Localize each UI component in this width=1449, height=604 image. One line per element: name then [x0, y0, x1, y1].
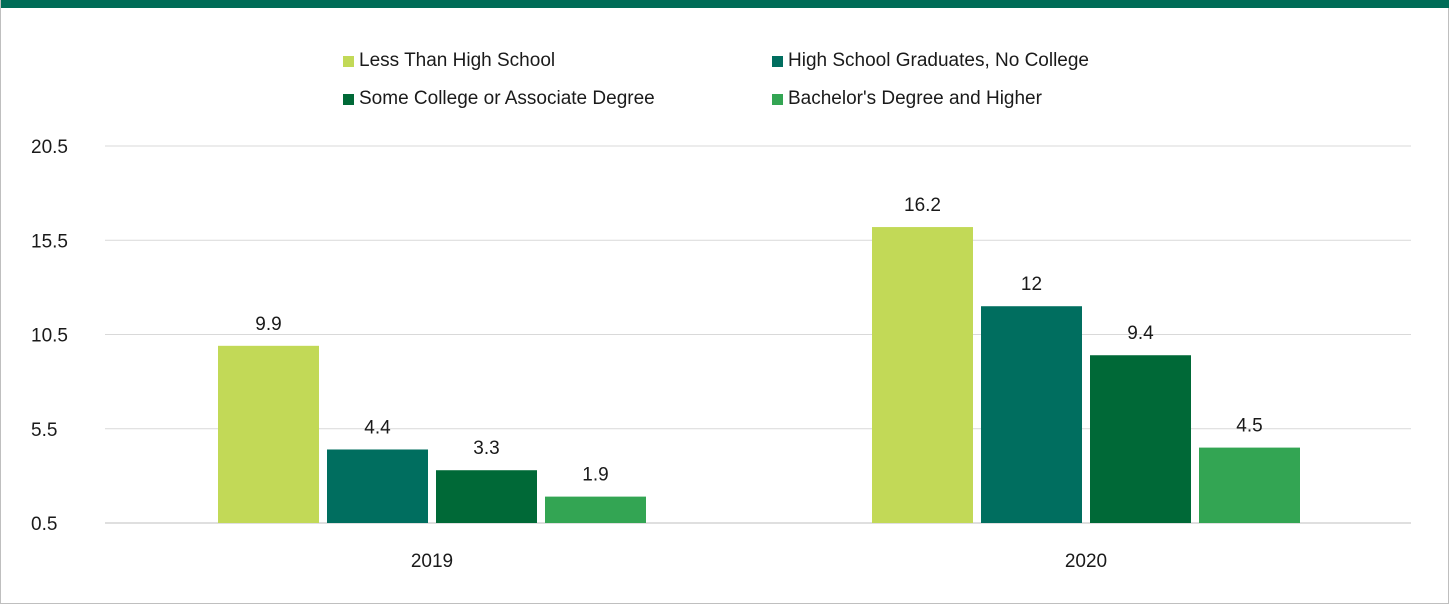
y-tick-label: 10.5	[31, 326, 68, 347]
data-label: 4.4	[364, 417, 391, 438]
data-label: 12	[1021, 274, 1042, 295]
data-label: 9.9	[255, 314, 281, 335]
x-tick-label: 2020	[1065, 551, 1107, 572]
bar	[981, 306, 1082, 523]
bar	[327, 449, 428, 523]
legend-label-high-school-graduates: High School Graduates, No College	[788, 50, 1090, 71]
legend-item-high-school-graduates: High School Graduates, No College	[772, 50, 1089, 72]
legend-item-bachelors: Bachelor's Degree and Higher	[772, 88, 1042, 110]
y-tick-label: 15.5	[31, 231, 68, 252]
legend-item-some-college: Some College or Associate Degree	[343, 88, 655, 110]
bar	[218, 345, 319, 523]
legend-label-some-college: Some College or Associate Degree	[359, 88, 655, 109]
legend-swatch-some-college	[343, 93, 354, 105]
bar	[545, 496, 646, 523]
bar	[1199, 447, 1300, 523]
legend-label-less-than-high-school: Less Than High School	[359, 50, 556, 71]
legend-swatch-bachelors	[772, 93, 783, 105]
top-accent-band	[1, 0, 1449, 8]
data-label: 1.9	[582, 465, 608, 486]
legend-swatch-less-than-high-school	[343, 55, 354, 67]
legend-swatch-high-school-graduates	[772, 55, 783, 67]
x-tick-label: 2019	[411, 551, 453, 572]
legend: Less Than High School High School Gradua…	[1, 0, 1449, 120]
legend-label-bachelors: Bachelor's Degree and Higher	[788, 88, 1042, 109]
data-label: 4.5	[1236, 416, 1262, 437]
bar	[1090, 355, 1191, 523]
bar	[872, 227, 973, 523]
y-tick-label: 0.5	[31, 514, 57, 535]
y-tick-label: 5.5	[31, 420, 57, 441]
y-tick-label: 20.5	[31, 137, 68, 158]
data-label: 9.4	[1127, 323, 1154, 344]
data-label: 16.2	[904, 195, 941, 216]
legend-item-less-than-high-school: Less Than High School	[343, 50, 555, 72]
data-label: 3.3	[473, 438, 499, 459]
bar	[436, 470, 537, 523]
